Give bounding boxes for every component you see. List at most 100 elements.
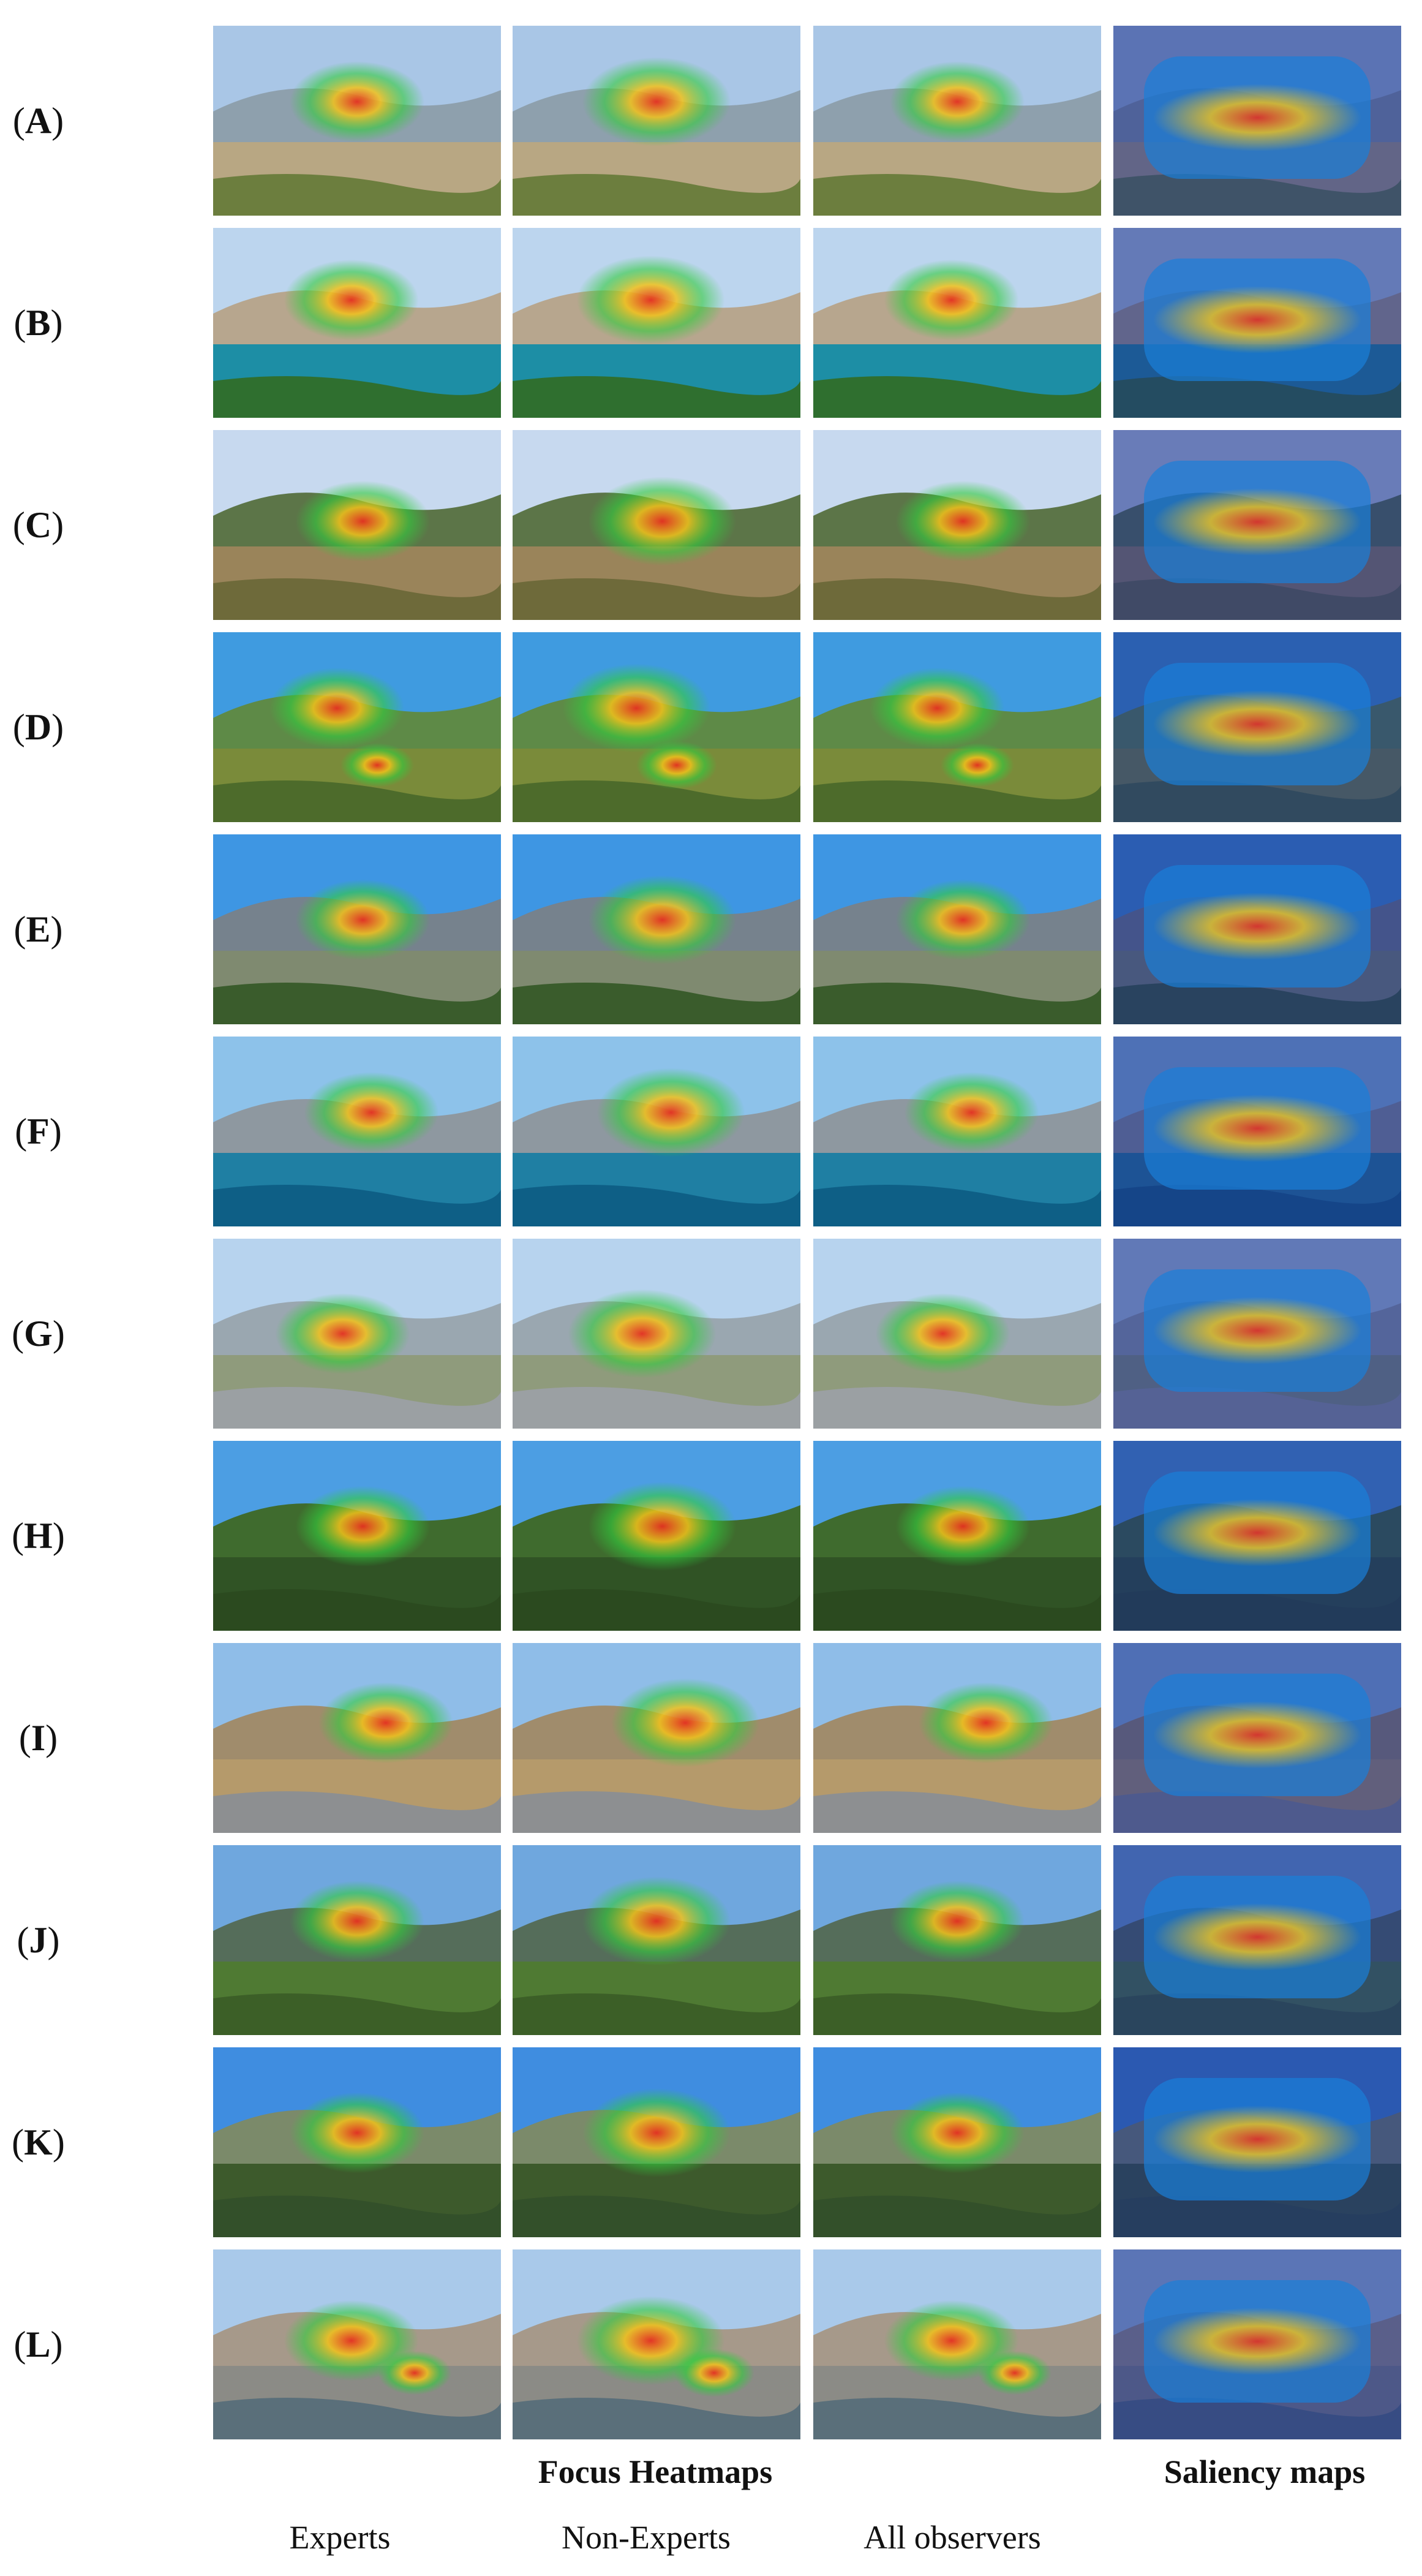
- panel-l-all-observers: [813, 2249, 1101, 2439]
- focus-heatmaps-caption: Focus Heatmaps: [538, 2453, 773, 2490]
- row-letter: A: [24, 100, 52, 141]
- foreground: [813, 780, 1101, 822]
- panel-f-saliency: [1113, 1037, 1401, 1226]
- foreground: [513, 1589, 800, 1631]
- panel-g-non-experts: [513, 1239, 800, 1429]
- panel-f-non-experts: [513, 1037, 800, 1226]
- row-label-l: (L): [13, 2324, 63, 2365]
- panel-b-saliency: [1113, 228, 1401, 418]
- heat-blob: [890, 61, 1025, 142]
- heat-blob: [295, 480, 431, 562]
- foreground: [513, 174, 800, 216]
- row-letter: I: [31, 1718, 46, 1758]
- saliency-peak: [1153, 84, 1361, 151]
- heat-blob: [582, 1876, 731, 1966]
- heat-blob: [295, 1486, 431, 1567]
- foreground: [513, 2398, 800, 2439]
- row-letter: E: [26, 909, 51, 950]
- panel-h-experts: [213, 1441, 501, 1631]
- heat-blob: [890, 1881, 1025, 1962]
- heat-blob: [870, 668, 1005, 749]
- panel-e-experts: [213, 834, 501, 1024]
- heat-blob: [875, 1293, 1010, 1374]
- foreground: [213, 1993, 501, 2035]
- panel-a-saliency: [1113, 26, 1401, 216]
- row-label-c: (C): [12, 505, 64, 545]
- panel-k-non-experts: [513, 2047, 800, 2237]
- panel-g-saliency: [1113, 1239, 1401, 1429]
- foreground: [813, 578, 1101, 620]
- panel-j-all-observers: [813, 1845, 1101, 2035]
- panel-i-all-observers: [813, 1643, 1101, 1833]
- foreground: [813, 1387, 1101, 1429]
- foreground: [513, 1185, 800, 1226]
- foreground: [513, 376, 800, 418]
- panel-i-experts: [213, 1643, 501, 1833]
- heat-blob: [290, 2092, 424, 2174]
- panel-c-all-observers: [813, 430, 1101, 620]
- saliency-peak: [1153, 2106, 1361, 2173]
- heat-blob: [596, 1068, 745, 1157]
- foreground: [813, 2196, 1101, 2237]
- panel-f-experts: [213, 1037, 501, 1226]
- row-label-i: (I): [18, 1718, 58, 1758]
- row-label-g: (G): [12, 1313, 65, 1354]
- heat-blob: [884, 259, 1019, 341]
- heat-blob: [304, 1072, 439, 1153]
- heat-blob: [576, 255, 725, 345]
- foreground: [213, 780, 501, 822]
- panel-d-non-experts: [513, 632, 800, 822]
- panel-k-saliency: [1113, 2047, 1401, 2237]
- panel-h-saliency: [1113, 1441, 1401, 1631]
- row-label-d: (D): [12, 707, 64, 747]
- panel-i-non-experts: [513, 1643, 800, 1833]
- heat-blob: [978, 2351, 1051, 2395]
- panel-j-saliency: [1113, 1845, 1401, 2035]
- panel-h-non-experts: [513, 1441, 800, 1631]
- panel-h-all-observers: [813, 1441, 1101, 1631]
- panel-j-non-experts: [513, 1845, 800, 2035]
- heat-blob: [895, 1486, 1031, 1567]
- foreground: [813, 1185, 1101, 1226]
- foreground: [513, 1387, 800, 1429]
- panel-b-all-observers: [813, 228, 1101, 418]
- foreground: [813, 1993, 1101, 2035]
- foreground: [213, 2196, 501, 2237]
- saliency-peak: [1153, 1297, 1361, 1364]
- heat-blob: [582, 57, 731, 146]
- panel-d-saliency: [1113, 632, 1401, 822]
- row-label-f: (F): [15, 1111, 62, 1152]
- non-experts-caption: Non-Experts: [562, 2519, 731, 2556]
- saliency-peak: [1153, 1499, 1361, 1566]
- heat-blob: [588, 1481, 737, 1571]
- foreground: [513, 780, 800, 822]
- foreground: [213, 2398, 501, 2439]
- experts-caption: Experts: [289, 2519, 391, 2556]
- row-label-h: (H): [12, 1516, 65, 1556]
- panel-g-experts: [213, 1239, 501, 1429]
- panel-a-experts: [213, 26, 501, 216]
- saliency-peak: [1153, 1701, 1361, 1769]
- panel-k-experts: [213, 2047, 501, 2237]
- saliency-peak: [1153, 1903, 1361, 1971]
- row-letter: K: [24, 2122, 53, 2162]
- row-letter: C: [24, 505, 52, 545]
- foreground: [513, 1791, 800, 1833]
- foreground: [213, 1791, 501, 1833]
- foreground: [213, 174, 501, 216]
- heat-blob: [895, 879, 1031, 961]
- heat-blob: [318, 1682, 453, 1764]
- saliency-peak: [1153, 690, 1361, 758]
- panel-j-experts: [213, 1845, 501, 2035]
- heat-blob: [284, 259, 419, 341]
- panel-b-experts: [213, 228, 501, 418]
- all-observers-caption: All observers: [863, 2519, 1041, 2556]
- panel-e-non-experts: [513, 834, 800, 1024]
- panel-l-experts: [213, 2249, 501, 2439]
- panel-c-non-experts: [513, 430, 800, 620]
- saliency-peak: [1153, 2308, 1361, 2375]
- panel-c-saliency: [1113, 430, 1401, 620]
- heat-blob: [290, 61, 424, 142]
- row-letter: F: [27, 1111, 50, 1152]
- heat-blob: [582, 2088, 731, 2178]
